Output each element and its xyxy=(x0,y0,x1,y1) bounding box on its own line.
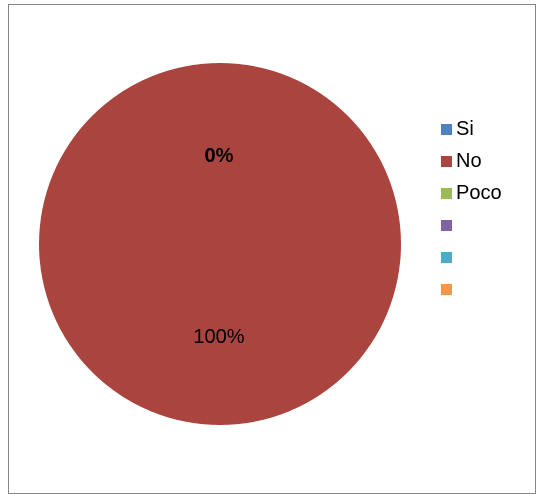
legend-item: Poco xyxy=(441,182,536,214)
legend-swatch xyxy=(441,156,452,167)
legend-swatch xyxy=(441,284,452,295)
legend-item xyxy=(441,214,536,246)
data-label-hundred: 100% xyxy=(193,326,244,348)
pie-slices xyxy=(39,63,401,425)
legend-item xyxy=(441,246,536,278)
data-label-zero: 0% xyxy=(205,145,234,167)
pie-chart: 0% 100% xyxy=(39,63,401,425)
legend-item: No xyxy=(441,150,536,182)
chart-legend: Si No Poco xyxy=(441,118,536,310)
legend-swatch xyxy=(441,188,452,199)
legend-label: No xyxy=(456,150,482,172)
legend-item: Si xyxy=(441,118,536,150)
legend-swatch xyxy=(441,252,452,263)
legend-swatch xyxy=(441,124,452,135)
legend-swatch xyxy=(441,220,452,231)
legend-label: Poco xyxy=(456,182,502,204)
pie-slice-no xyxy=(39,63,401,425)
legend-label: Si xyxy=(456,118,474,140)
legend-item xyxy=(441,278,536,310)
